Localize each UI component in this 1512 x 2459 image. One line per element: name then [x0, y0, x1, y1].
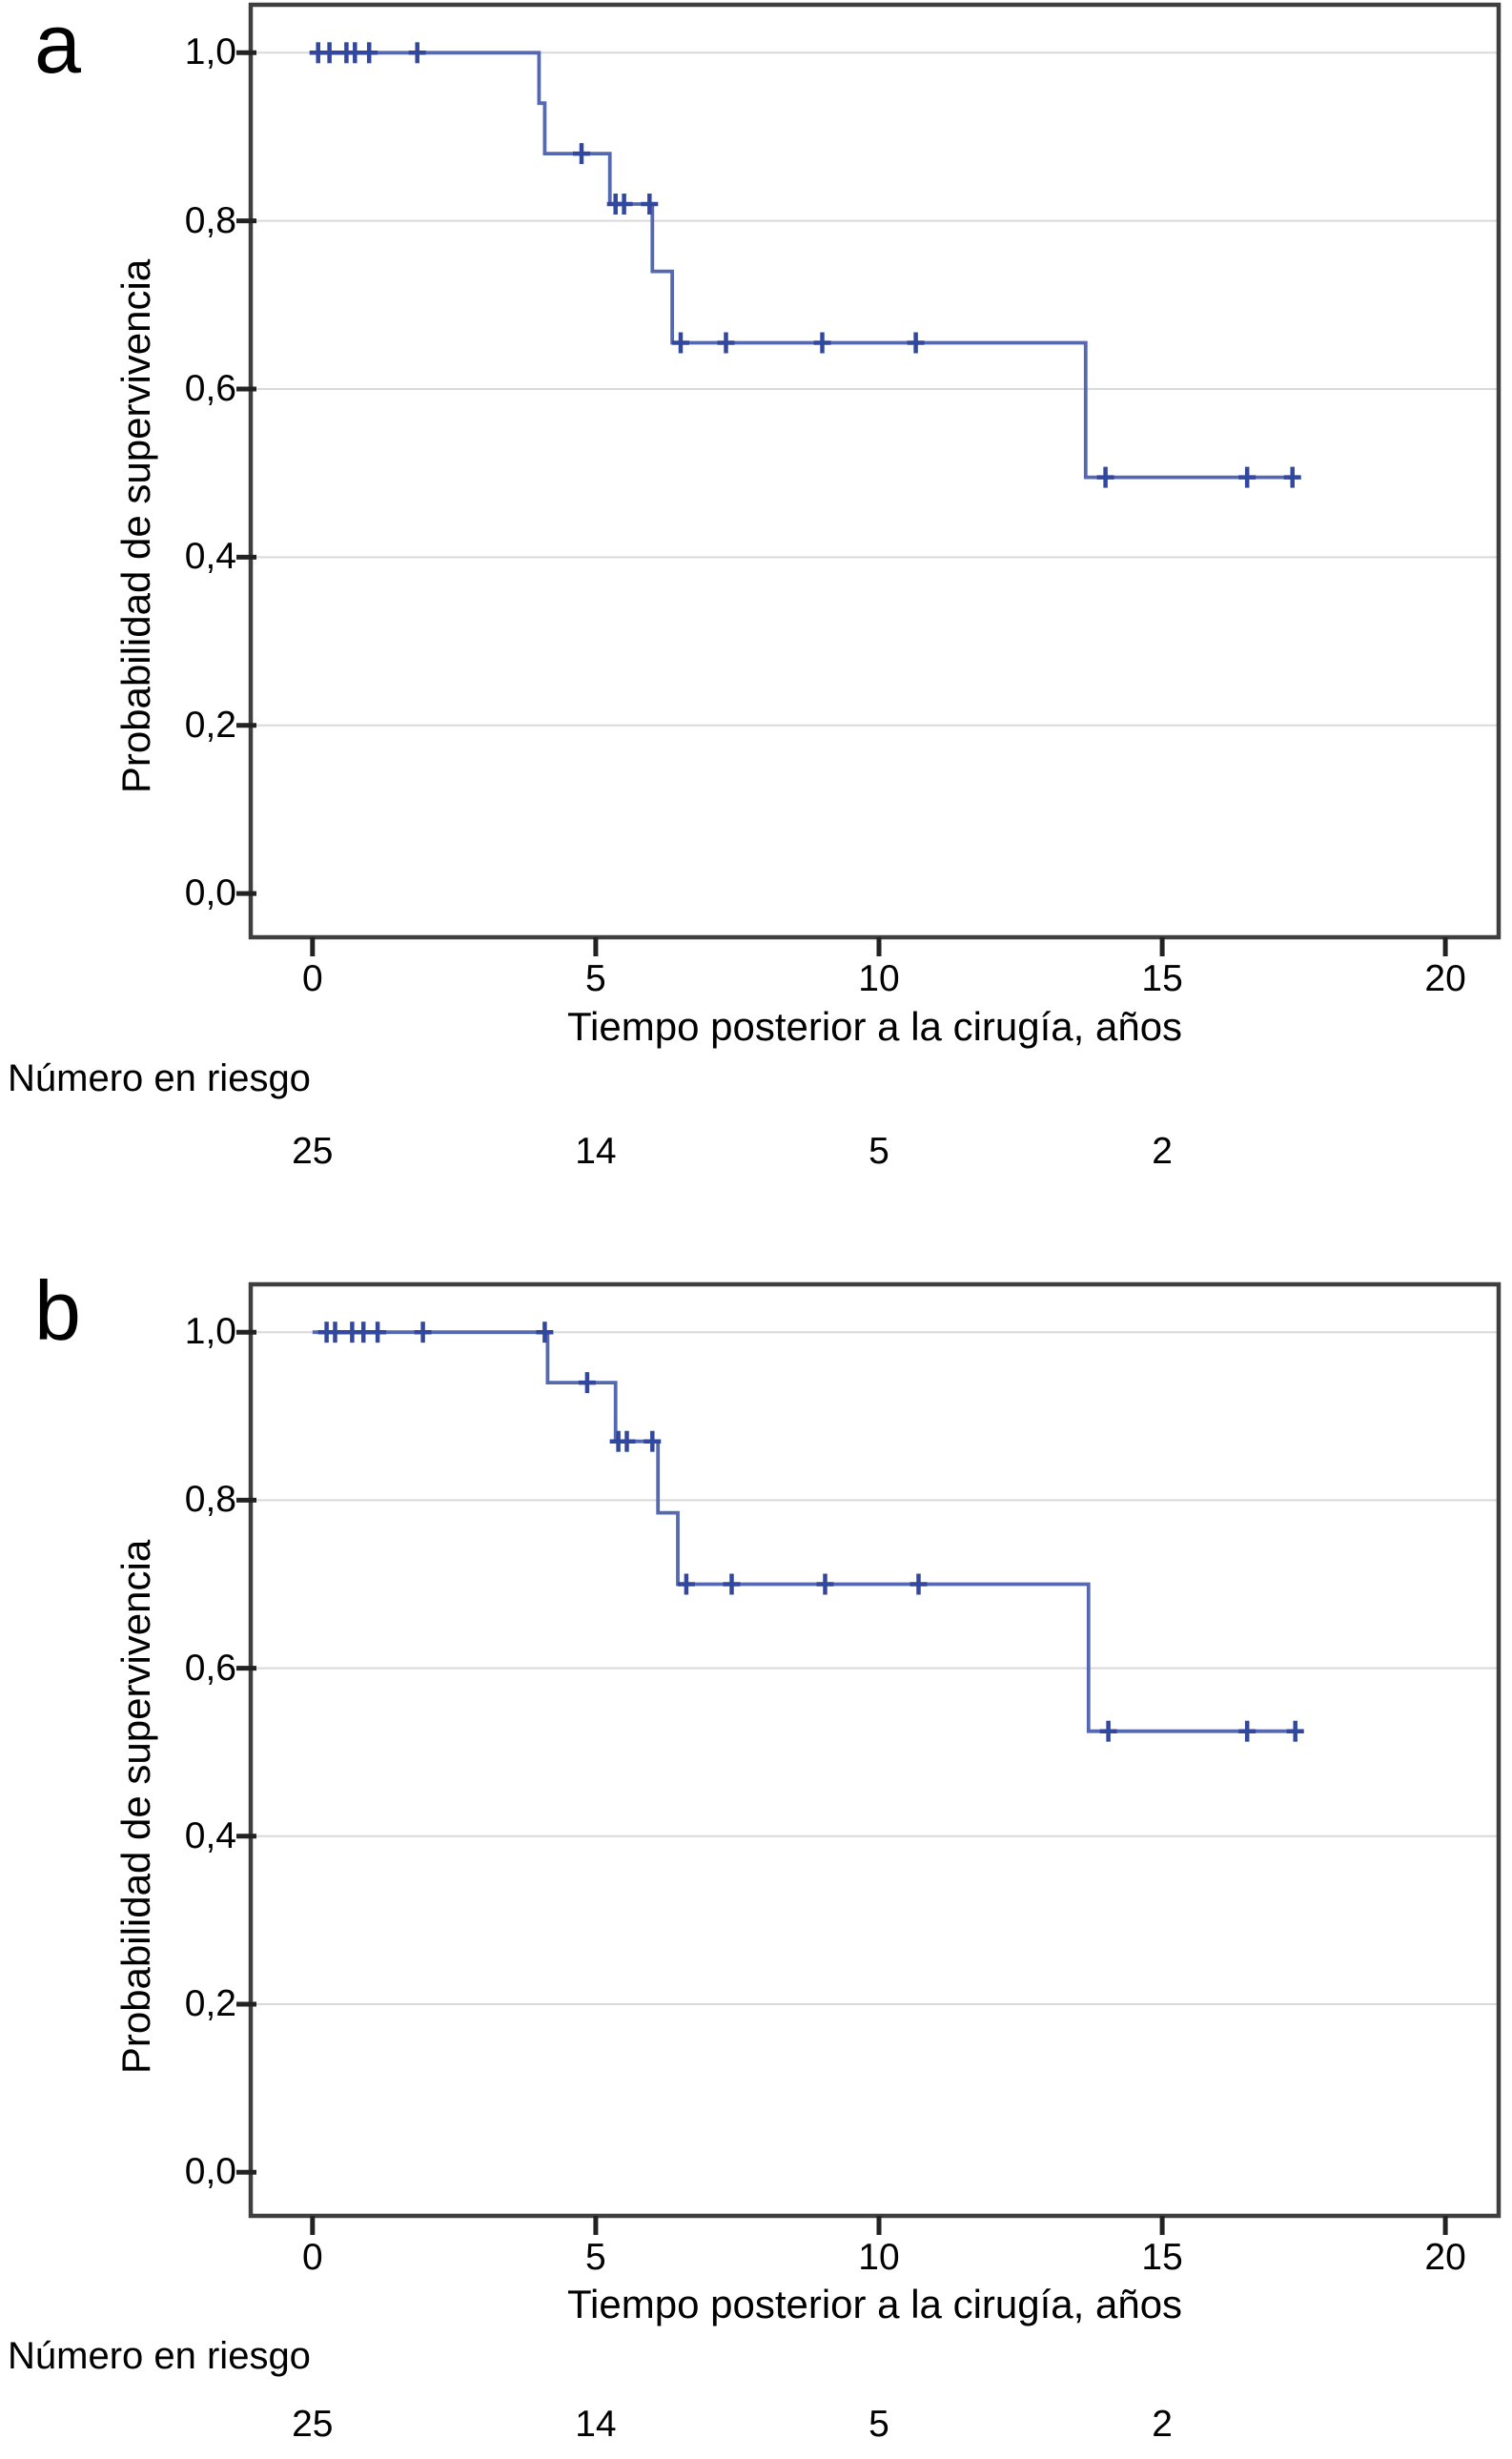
x-tick-label-panel-b: 15	[1141, 2237, 1183, 2278]
y-tick-label-panel-a: 0,4	[184, 536, 236, 578]
plot-frame-panel-a	[248, 2, 1502, 940]
risk-count-panel-b: 2	[1152, 2404, 1173, 2445]
x-axis-title-panel-a: Tiempo posterior a la cirugía, años	[566, 1004, 1183, 1049]
x-tick-label-panel-b: 10	[858, 2237, 900, 2278]
x-tick-label-panel-b: 20	[1424, 2237, 1466, 2278]
risk-count-panel-a: 25	[292, 1131, 334, 1172]
x-tick-label-panel-b: 5	[585, 2237, 606, 2278]
x-tick-label-panel-a: 0	[301, 958, 323, 999]
y-tick-label-panel-b: 0,0	[184, 2151, 236, 2193]
plot-frame-panel-b	[248, 1281, 1502, 2219]
y-tick-label-panel-b: 0,6	[184, 1647, 236, 1689]
y-tick-label-panel-a: 0,8	[184, 199, 236, 241]
y-tick-label-panel-b: 0,8	[184, 1479, 236, 1521]
x-tick-label-panel-a: 15	[1141, 958, 1183, 999]
y-tick-label-panel-b: 0,2	[184, 1983, 236, 2024]
y-tick-label-panel-a: 0,2	[184, 704, 236, 746]
survival-curve-panel-b	[312, 1330, 1304, 1733]
panel-a-letter: a	[34, 0, 81, 91]
y-tick-label-panel-b: 0,4	[184, 1814, 236, 1856]
x-tick-label-panel-b: 0	[301, 2237, 323, 2278]
risk-count-panel-a: 2	[1152, 1131, 1173, 1172]
number-at-risk-label-panel-b: Número en riesgo	[8, 2335, 311, 2377]
x-axis-title-panel-b: Tiempo posterior a la cirugía, años	[566, 2282, 1183, 2326]
x-tick-label-panel-a: 10	[858, 958, 900, 999]
panel-b-letter: b	[34, 1263, 81, 1358]
number-at-risk-label-panel-a: Número en riesgo	[8, 1057, 311, 1099]
survival-curve-panel-a	[312, 51, 1301, 480]
risk-count-panel-b: 14	[575, 2404, 617, 2445]
y-tick-label-panel-a: 0,6	[184, 368, 236, 409]
x-tick-label-panel-a: 20	[1424, 958, 1466, 999]
y-tick-label-panel-a: 1,0	[184, 31, 236, 73]
risk-count-panel-a: 5	[868, 1131, 889, 1172]
risk-count-panel-b: 25	[292, 2404, 334, 2445]
y-tick-label-panel-b: 1,0	[184, 1311, 236, 1353]
x-tick-label-panel-a: 5	[585, 958, 606, 999]
y-tick-label-panel-a: 0,0	[184, 872, 236, 914]
risk-count-panel-b: 5	[868, 2404, 889, 2445]
risk-count-panel-a: 14	[575, 1131, 617, 1172]
